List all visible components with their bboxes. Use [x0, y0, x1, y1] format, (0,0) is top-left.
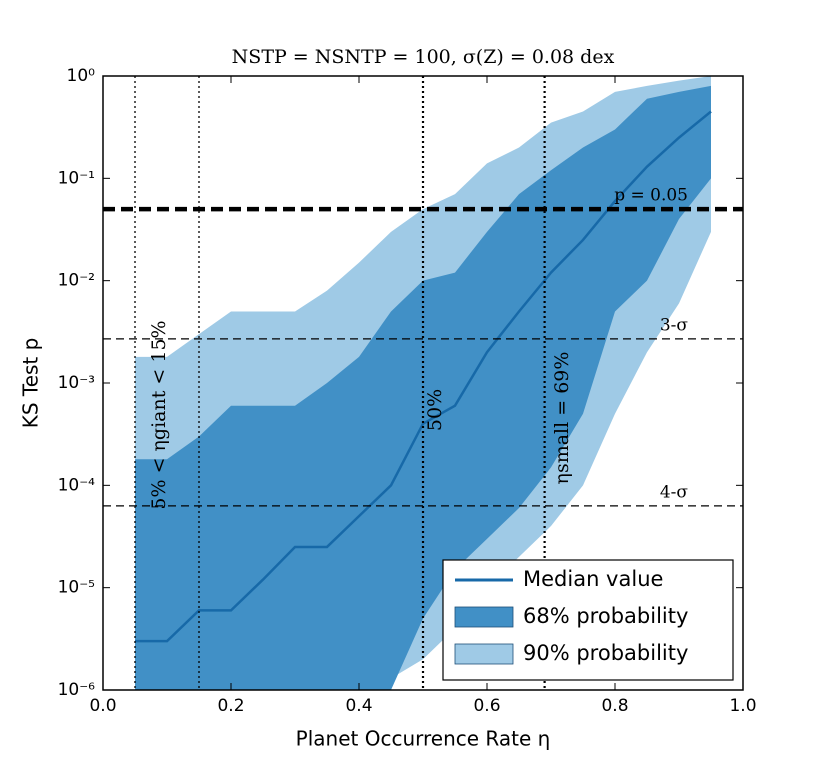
legend-swatch — [454, 643, 514, 665]
x-tick-label: 1.0 — [729, 696, 756, 716]
legend-label: 90% probability — [523, 641, 688, 665]
chart-title: NSTP = NSNTP = 100, σ(Z) = 0.08 dex — [232, 46, 615, 68]
y-tick-label: 10⁻⁴ — [58, 475, 96, 495]
x-tick-label: 0.4 — [345, 696, 372, 716]
y-tick-label: 10⁻¹ — [58, 168, 95, 188]
x-axis-label: Planet Occurrence Rate η — [296, 727, 551, 751]
x-tick-label: 0.0 — [89, 696, 116, 716]
legend-label: 68% probability — [523, 604, 688, 628]
y-tick-label: 10⁻² — [58, 271, 95, 291]
x-tick-label: 0.2 — [217, 696, 244, 716]
legend-swatch — [454, 606, 514, 628]
legend-label: Median value — [523, 567, 663, 591]
x-tick-label: 0.8 — [601, 696, 628, 716]
annotation: 5% < ηgiant < 15% — [148, 320, 170, 509]
median-line — [135, 110, 712, 643]
reference-label: p = 0.05 — [614, 186, 688, 206]
reference-label: 3-σ — [660, 315, 689, 335]
y-tick-label: 10⁻³ — [58, 373, 95, 393]
y-axis-label: KS Test p — [19, 338, 43, 429]
y-tick-label: 10⁻⁵ — [58, 578, 95, 598]
x-tick-label: 0.6 — [473, 696, 500, 716]
annotation: ηsmall = 69% — [551, 352, 573, 485]
plot-area — [103, 76, 743, 690]
y-tick-label: 10⁰ — [67, 66, 96, 86]
annotation: 50% — [424, 389, 446, 431]
reference-label: 4-σ — [660, 482, 689, 502]
y-tick-label: 10⁻⁶ — [58, 680, 96, 700]
